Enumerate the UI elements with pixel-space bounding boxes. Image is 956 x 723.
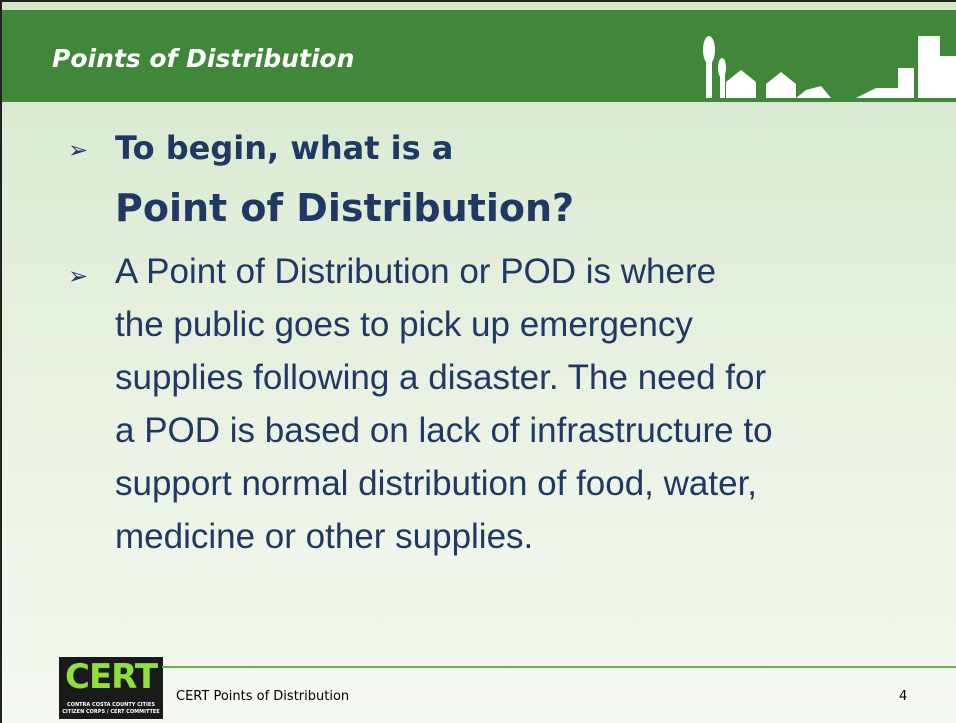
logo: CERT CONTRA COSTA COUNTY CITIES CITIZEN … [59,657,163,719]
logo-text: CONTRA COSTA COUNTY CITIES [62,702,160,708]
footer-text: CERT Points of Distribution [176,689,349,704]
bullet-line: support normal distribution of food, wat… [115,464,757,504]
bullet-line: the public goes to pick up emergency [115,305,693,345]
page-number: 4 [899,689,907,704]
bullet-arrow: ➢ [68,136,88,164]
bullet-arrow: ➢ [68,262,88,290]
bullet-line: To begin, what is a [115,129,453,167]
skyline-icon [686,10,956,102]
bullet-line: medicine or other supplies. [115,517,533,557]
logo-text: CITIZEN CORPS / CERT COMMITTEE [62,709,160,715]
page: Points of Distribution ➢ To begin, what … [0,0,956,723]
footer-rule [162,666,956,668]
logo-mark: CERT [65,657,157,697]
slide-title: Points of Distribution [52,44,354,73]
header-bar: Points of Distribution [2,10,956,102]
bullet-line: A Point of Distribution or POD is where [115,252,716,292]
slide: Points of Distribution ➢ To begin, what … [0,0,956,723]
bullet-line: supplies following a disaster. The need … [115,358,766,398]
bullet-line: a POD is based on lack of infrastructure… [115,411,773,451]
bullet-line: Point of Distribution? [115,186,574,230]
